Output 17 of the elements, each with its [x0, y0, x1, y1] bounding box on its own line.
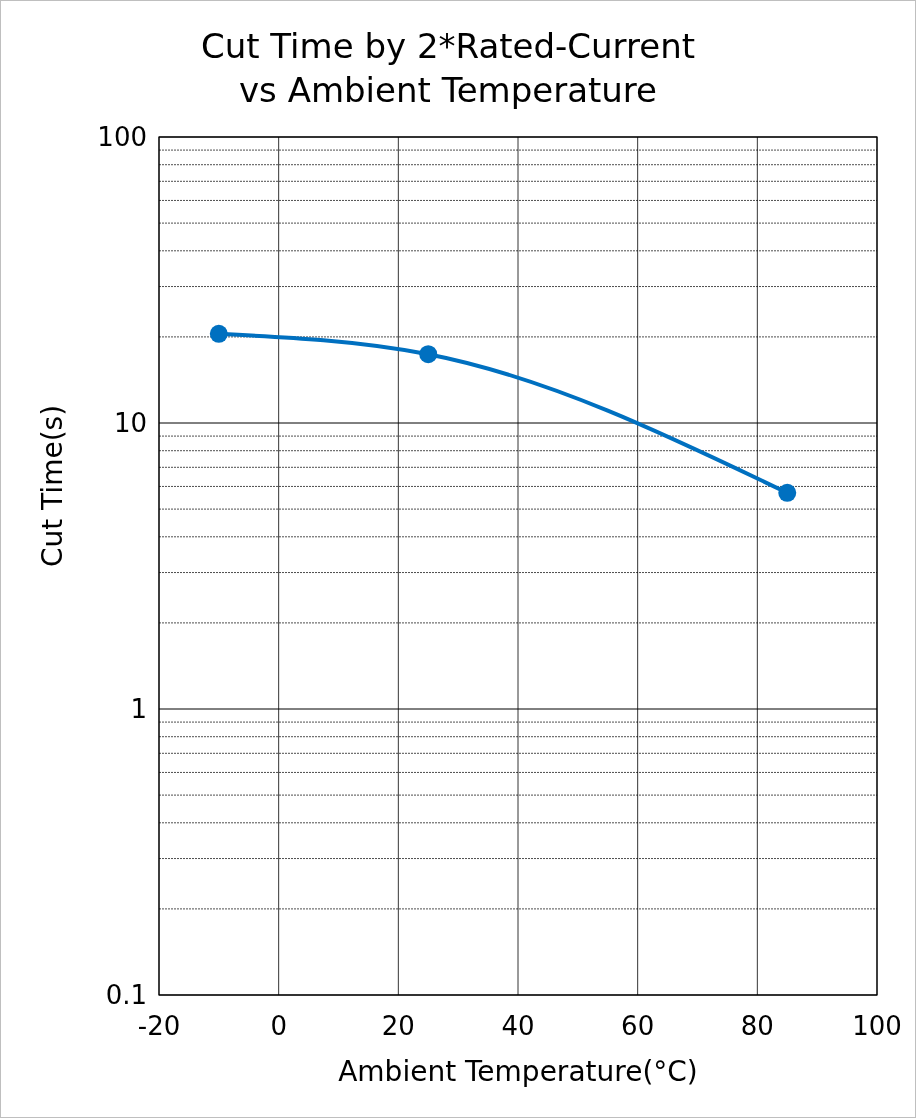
y-tick-label: 1	[130, 694, 147, 725]
x-tick-label: 100	[852, 1011, 902, 1041]
y-tick-label: 10	[113, 408, 147, 439]
y-tick-label: 0.1	[105, 980, 147, 1011]
point	[419, 345, 438, 364]
x-tick-label: 20	[381, 1011, 415, 1041]
x-tick-label: 0	[270, 1011, 287, 1041]
x-axis-title: Ambient Temperature(°C)	[338, 1055, 698, 1088]
x-tick-label: -20	[137, 1011, 181, 1041]
point	[778, 483, 797, 502]
chart-title: Cut Time by 2*Rated-Current vs Ambient Temperature	[200, 26, 696, 110]
y-tick-label: 100	[97, 122, 147, 153]
point	[209, 324, 228, 343]
x-tick-label: 80	[740, 1011, 774, 1041]
y-axis-title: Cut Time(s)	[36, 404, 69, 568]
x-tick-label: 60	[621, 1011, 655, 1041]
x-tick-label: 40	[501, 1011, 535, 1041]
